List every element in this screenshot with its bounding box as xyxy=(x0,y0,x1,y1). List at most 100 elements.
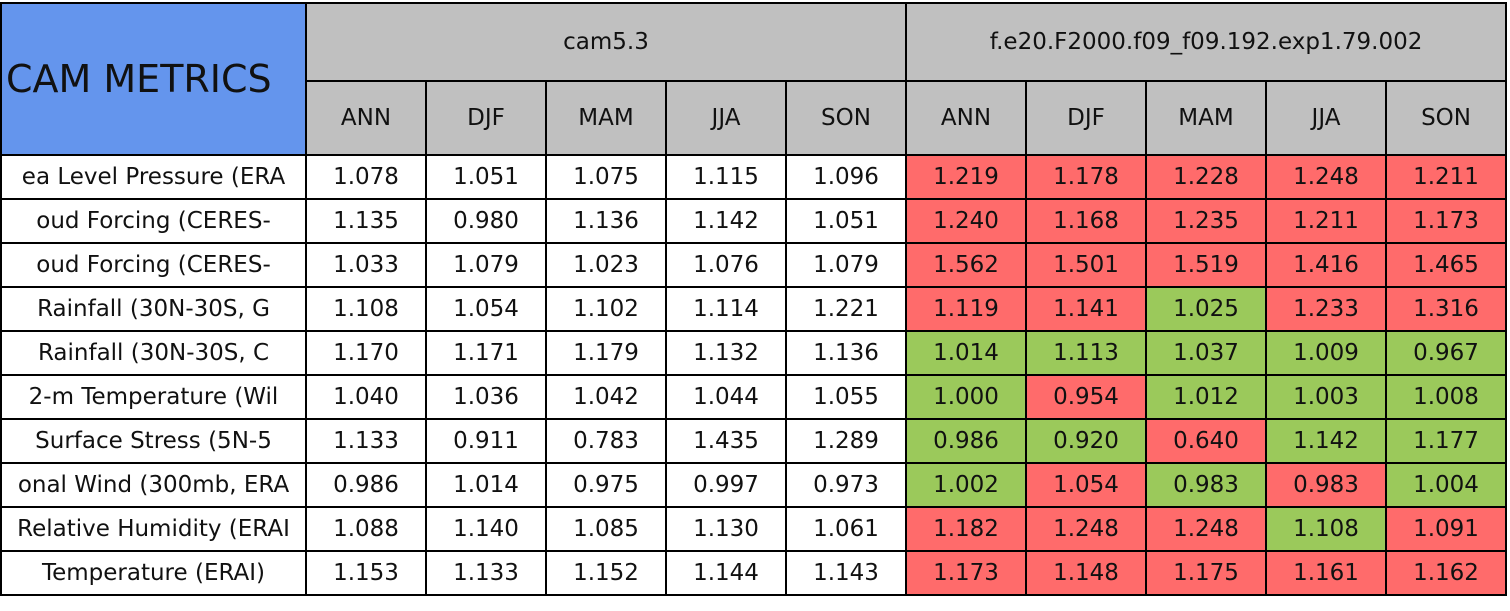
season-header: MAM xyxy=(1145,80,1267,156)
metric-cell: 1.023 xyxy=(545,242,667,288)
metric-cell: 1.078 xyxy=(305,154,427,200)
metric-cell: 1.248 xyxy=(1145,506,1267,552)
metric-cell: 0.783 xyxy=(545,418,667,464)
metric-cell: 0.911 xyxy=(425,418,547,464)
metric-cell: 1.162 xyxy=(1384,550,1508,596)
metric-cell: 0.997 xyxy=(665,462,787,508)
metric-cell: 1.119 xyxy=(905,286,1027,332)
metric-cell: 1.221 xyxy=(785,286,907,332)
metric-cell: 1.501 xyxy=(1025,242,1147,288)
metric-cell: 1.079 xyxy=(425,242,547,288)
metric-cell: 1.061 xyxy=(785,506,907,552)
metric-cell: 1.040 xyxy=(305,374,427,420)
metric-cell: 1.289 xyxy=(785,418,907,464)
data-row: Rainfall (30N-30S, C 1.170 1.171 1.179 1.132… xyxy=(0,330,1508,376)
row-label: Rainfall (30N-30S, G xyxy=(0,286,307,332)
metric-cell: 1.009 xyxy=(1265,330,1387,376)
metric-cell: 1.143 xyxy=(785,550,907,596)
metric-cell: 1.115 xyxy=(665,154,787,200)
metric-cell: 1.144 xyxy=(665,550,787,596)
metric-cell: 1.136 xyxy=(545,198,667,244)
row-label: oud Forcing (CERES- xyxy=(0,242,307,288)
metric-cell: 1.182 xyxy=(905,506,1027,552)
metric-cell: 1.055 xyxy=(785,374,907,420)
data-row: Rainfall (30N-30S, G 1.108 1.054 1.102 1.114… xyxy=(0,286,1508,332)
metric-cell: 1.088 xyxy=(305,506,427,552)
row-label: onal Wind (300mb, ERA xyxy=(0,462,307,508)
metric-cell: 0.954 xyxy=(1025,374,1147,420)
data-row: Temperature (ERAI) 1.153 1.133 1.152 1.144 1.… xyxy=(0,550,1508,596)
metric-cell: 1.171 xyxy=(425,330,547,376)
metric-cell: 1.002 xyxy=(905,462,1027,508)
metric-cell: 1.233 xyxy=(1265,286,1387,332)
metric-cell: 1.051 xyxy=(785,198,907,244)
season-header: SON xyxy=(785,80,907,156)
metric-cell: 0.920 xyxy=(1025,418,1147,464)
metric-cell: 1.170 xyxy=(305,330,427,376)
metric-cell: 1.042 xyxy=(545,374,667,420)
metric-cell: 1.044 xyxy=(665,374,787,420)
row-label: 2-m Temperature (Wil xyxy=(0,374,307,420)
metric-cell: 1.140 xyxy=(425,506,547,552)
data-row: oud Forcing (CERES- 1.135 0.980 1.136 1.142 1… xyxy=(0,198,1508,244)
metric-cell: 1.228 xyxy=(1145,154,1267,200)
season-header: JJA xyxy=(1265,80,1387,156)
metric-cell: 1.173 xyxy=(905,550,1027,596)
metric-cell: 0.986 xyxy=(305,462,427,508)
metric-cell: 1.179 xyxy=(545,330,667,376)
metric-cell: 1.135 xyxy=(305,198,427,244)
metric-cell: 1.168 xyxy=(1025,198,1147,244)
data-row: Relative Humidity (ERAI 1.088 1.140 1.085 1.… xyxy=(0,506,1508,552)
data-row: onal Wind (300mb, ERA 0.986 1.014 0.975 0.99… xyxy=(0,462,1508,508)
metric-cell: 1.000 xyxy=(905,374,1027,420)
metric-cell: 1.152 xyxy=(545,550,667,596)
metric-cell: 0.986 xyxy=(905,418,1027,464)
metric-cell: 0.975 xyxy=(545,462,667,508)
metric-cell: 1.051 xyxy=(425,154,547,200)
season-header: ANN xyxy=(905,80,1027,156)
metric-cell: 1.161 xyxy=(1265,550,1387,596)
metric-cell: 1.096 xyxy=(785,154,907,200)
season-header: MAM xyxy=(545,80,667,156)
metric-cell: 1.211 xyxy=(1384,154,1508,200)
metric-cell: 1.079 xyxy=(785,242,907,288)
metric-cell: 1.153 xyxy=(305,550,427,596)
metric-cell: 1.148 xyxy=(1025,550,1147,596)
metric-cell: 1.003 xyxy=(1265,374,1387,420)
metric-cell: 1.114 xyxy=(665,286,787,332)
metric-cell: 1.235 xyxy=(1145,198,1267,244)
metric-cell: 1.173 xyxy=(1384,198,1508,244)
metric-cell: 1.014 xyxy=(425,462,547,508)
metric-cell: 1.133 xyxy=(305,418,427,464)
metric-cell: 1.054 xyxy=(1025,462,1147,508)
metric-cell: 1.085 xyxy=(545,506,667,552)
metric-cell: 1.175 xyxy=(1145,550,1267,596)
metric-cell: 1.033 xyxy=(305,242,427,288)
metric-cell: 1.219 xyxy=(905,154,1027,200)
metric-cell: 1.211 xyxy=(1265,198,1387,244)
metric-cell: 1.133 xyxy=(425,550,547,596)
metric-cell: 1.240 xyxy=(905,198,1027,244)
group-header: cam5.3 xyxy=(305,2,907,82)
header-row: CAM METRICS cam5.3 f.e20.F2000.f09_f09.192… xyxy=(0,2,1508,156)
metric-cell: 0.983 xyxy=(1265,462,1387,508)
metric-cell: 1.416 xyxy=(1265,242,1387,288)
metric-cell: 0.640 xyxy=(1145,418,1267,464)
metric-cell: 1.132 xyxy=(665,330,787,376)
group-header: f.e20.F2000.f09_f09.192.exp1.79.002 xyxy=(904,2,1508,82)
metric-cell: 1.248 xyxy=(1025,506,1147,552)
season-row: ANN DJF MAM JJA SON ANN DJF MAM JJA SON xyxy=(1,80,1508,156)
row-label: Rainfall (30N-30S, C xyxy=(0,330,307,376)
season-header: ANN xyxy=(305,80,427,156)
metric-cell: 1.054 xyxy=(425,286,547,332)
metric-cell: 1.177 xyxy=(1384,418,1508,464)
table-title: CAM METRICS xyxy=(0,2,307,156)
metric-cell: 1.142 xyxy=(665,198,787,244)
season-header: JJA xyxy=(665,80,787,156)
row-label: Relative Humidity (ERAI xyxy=(0,506,307,552)
metric-cell: 1.025 xyxy=(1145,286,1267,332)
metric-cell: 1.435 xyxy=(665,418,787,464)
data-row: Surface Stress (5N-5 1.133 0.911 0.783 1.435… xyxy=(0,418,1508,464)
season-header: DJF xyxy=(1025,80,1147,156)
row-label: Surface Stress (5N-5 xyxy=(0,418,307,464)
